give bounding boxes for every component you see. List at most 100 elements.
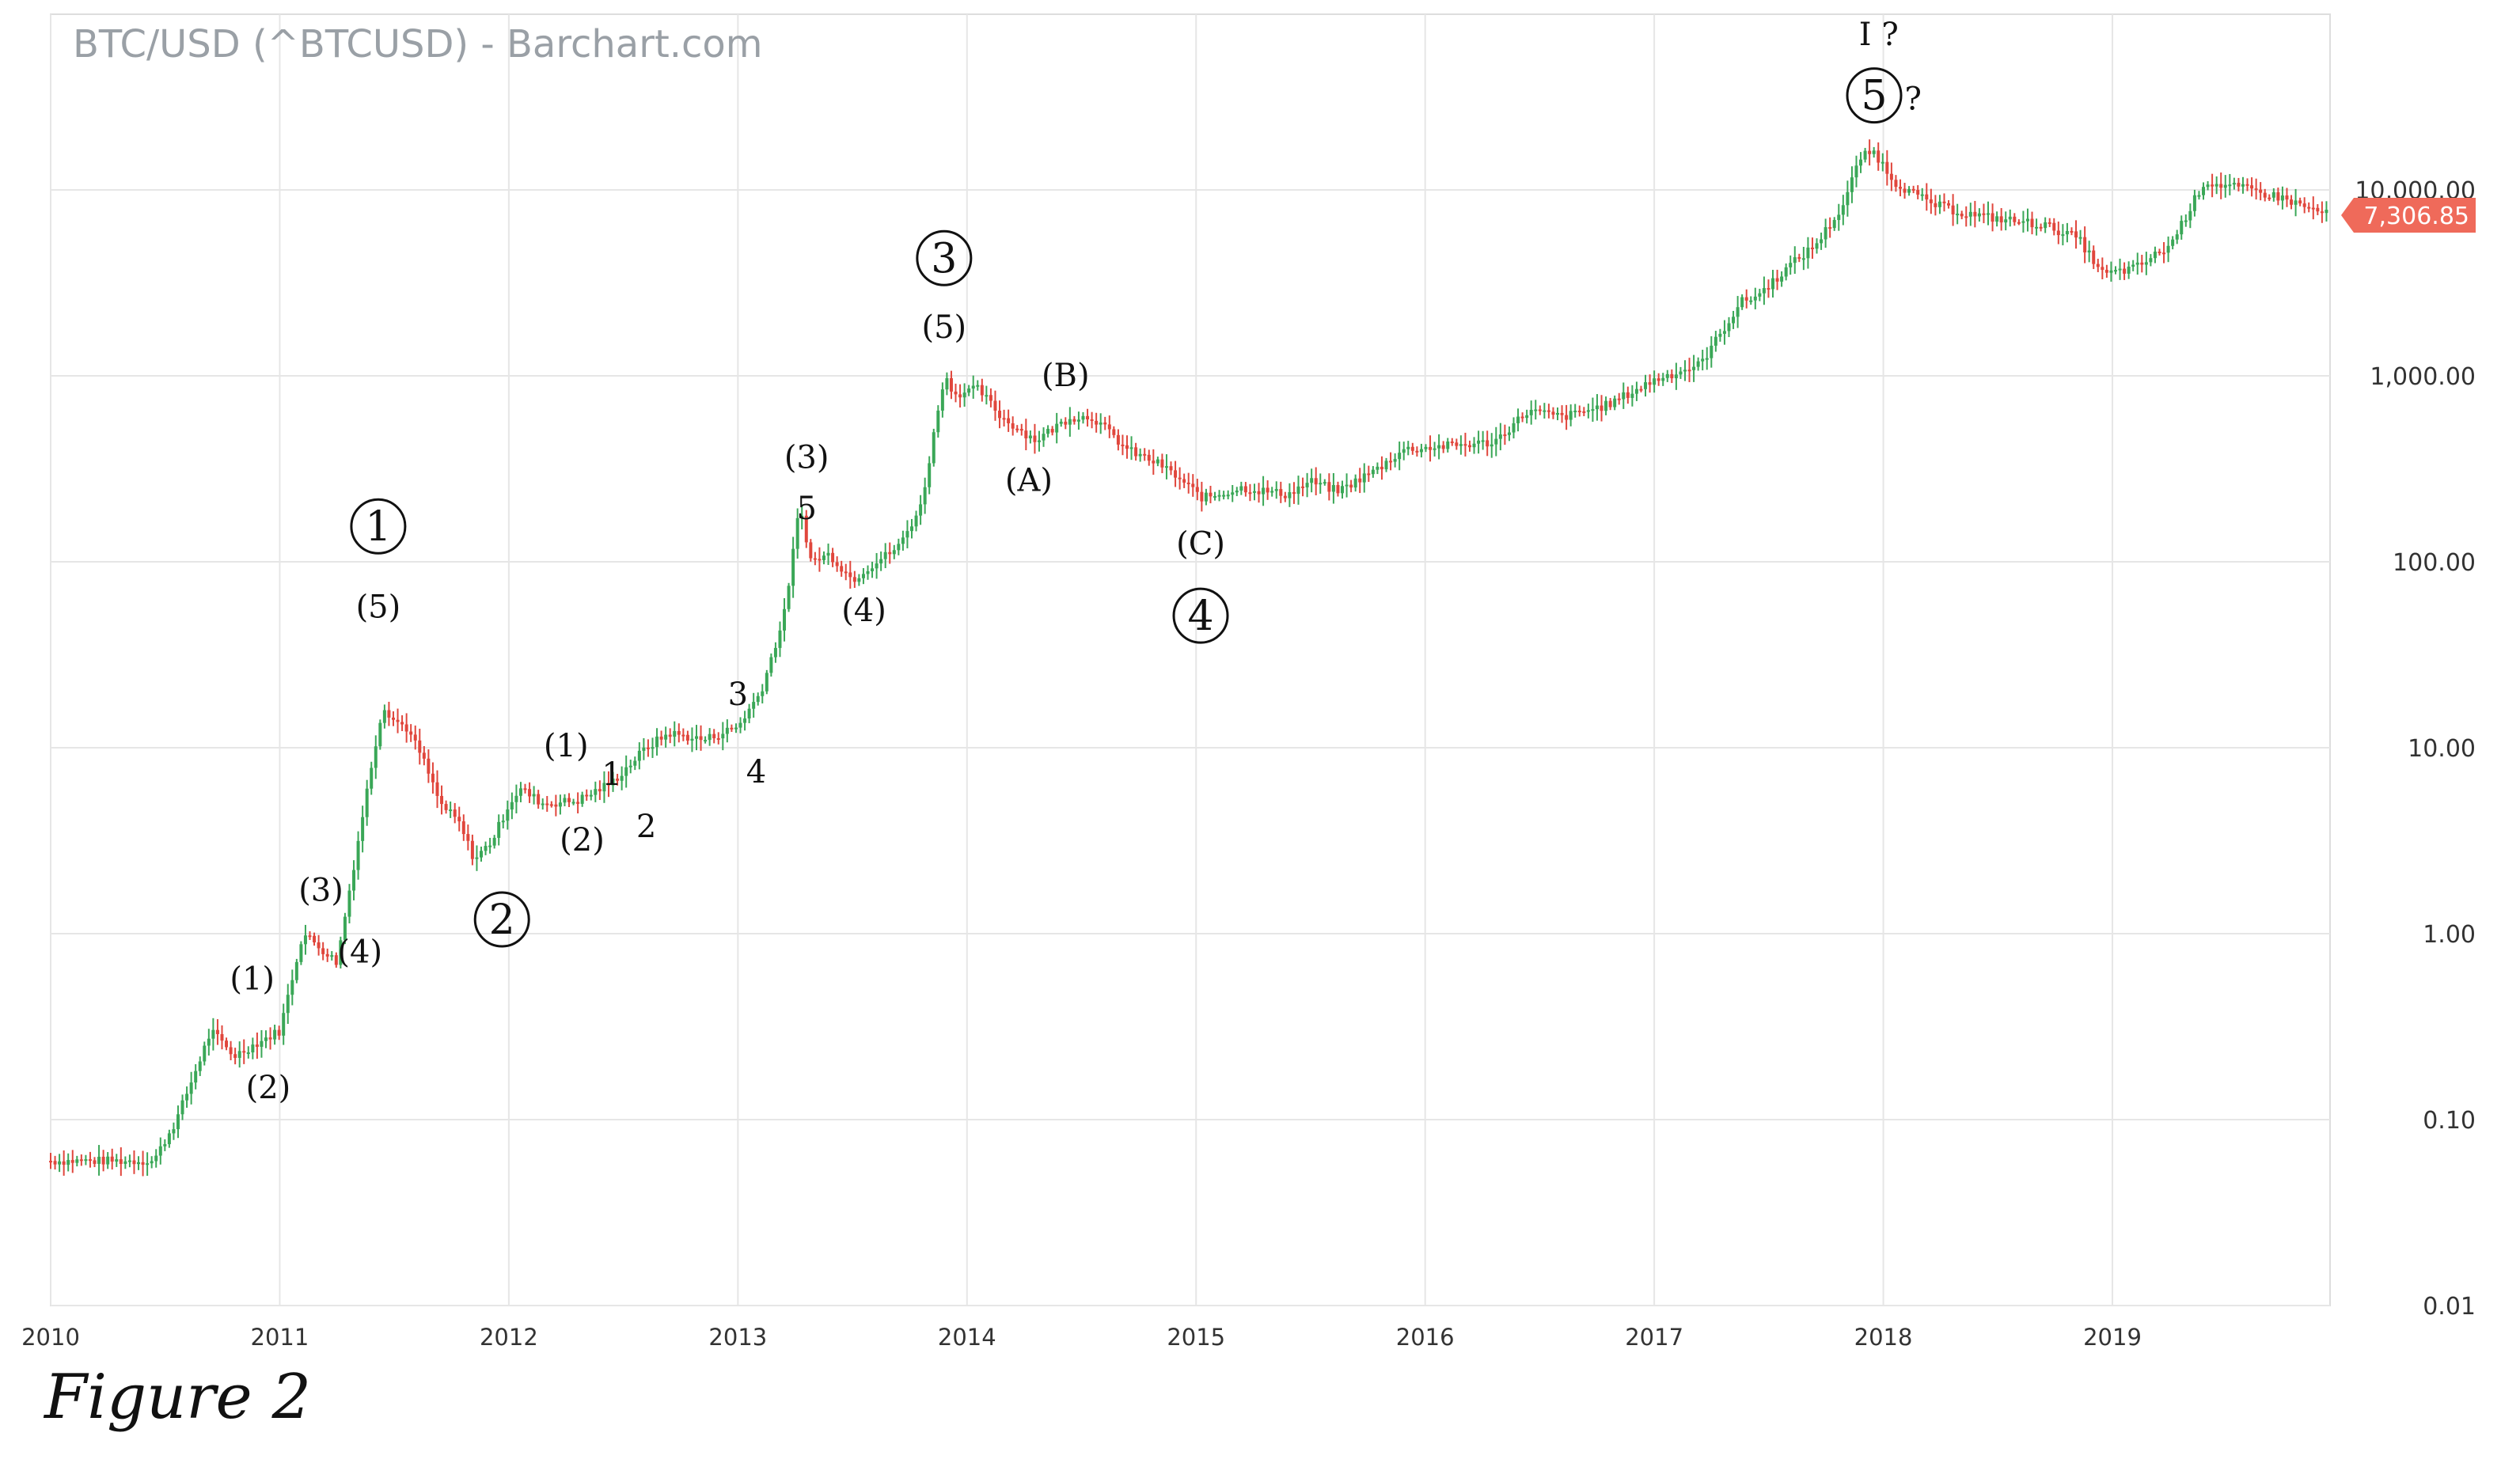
candle-body [1433,448,1436,450]
candle-body [1771,278,1775,290]
candle-body [127,1160,131,1162]
candle-body [598,789,602,792]
candle-body [646,747,650,749]
candle-body [1152,461,1156,464]
candle-body [998,411,1002,419]
candle-body [1305,483,1309,487]
candle-body [2118,268,2122,271]
x-tick-label: 2011 [251,1324,309,1351]
candle-body [747,708,751,718]
candle-body [1248,492,1252,495]
candle-body [347,890,351,917]
candle-body [88,1159,92,1162]
candle-body [2211,184,2214,187]
candle-body [888,551,892,555]
candle-body [910,526,914,532]
candle-body [404,724,408,732]
candle-body [1331,485,1335,492]
candle-body [2192,195,2196,211]
candle-body [146,1163,150,1165]
wave-label: (4) [337,934,382,970]
candle-body [321,948,325,954]
candle-body [1156,459,1159,464]
candle-body [290,980,294,995]
candle-body [277,1029,281,1036]
candle-body [1103,422,1107,425]
candle-body [1889,173,1893,180]
candle-body [1467,445,1471,448]
candle-body [993,400,997,411]
candle-body [2013,216,2017,222]
candle-body [2017,222,2021,224]
candle-body [1806,247,1810,259]
candle-body [1419,449,1423,453]
candle-body [282,1013,286,1036]
candle-body [2171,239,2175,246]
candle-body [1213,495,1217,498]
candle-body [1824,227,1827,240]
candle-body [1538,409,1542,411]
candle-body [857,578,861,582]
candle-body [1429,446,1433,450]
candle-body [1243,486,1247,493]
candle-body [106,1156,110,1165]
candle-body [2268,197,2271,199]
candle-body [765,673,769,692]
candle-body [1455,442,1459,446]
candle-body [84,1159,88,1162]
candle-body [1591,409,1595,411]
candle-body [1002,418,1006,420]
candle-body [936,410,940,433]
candle-body [673,730,677,737]
candle-body [1112,429,1116,435]
candle-body [444,804,448,810]
candle-body [1174,470,1178,478]
candle-body [1274,489,1278,491]
candle-body [914,515,918,527]
candle-body [225,1040,229,1048]
x-tick-label: 2018 [1854,1324,1913,1351]
candle-body [1341,486,1345,494]
candle-body [844,571,848,574]
wave-label: I ? [1859,17,1899,53]
candle-body [317,942,321,949]
candle-body [1107,424,1111,430]
wave-label: 4 [746,754,766,790]
candle-body [1463,444,1467,446]
price-badge-shape [2341,198,2476,233]
y-tick-label: 1,000.00 [2370,363,2476,391]
candle-body [642,747,646,751]
x-tick-label: 2015 [1167,1324,1225,1351]
wave-label: 3 [931,235,957,282]
candle-body [211,1029,215,1039]
candle-body [1059,421,1063,424]
candle-body [1828,227,1832,229]
candle-body [365,788,369,817]
candle-body [2197,195,2201,197]
candle-body [185,1093,189,1101]
candle-body [2052,222,2056,231]
candle-body [1494,438,1498,445]
candle-body [1740,297,1744,308]
candle-body [1437,445,1441,449]
candle-body [1600,405,1603,411]
candle-body [461,821,465,835]
candle-body [1634,388,1638,394]
candle-body [1033,435,1037,442]
candle-body [668,734,672,737]
candle-body [233,1054,237,1058]
candle-body [506,809,510,821]
candle-body [576,802,580,804]
candle-body [264,1037,268,1041]
candle-body [1125,445,1129,449]
candle-body [1086,415,1090,420]
candle-body [475,857,479,859]
candle-body [418,740,422,753]
candle-body [2039,226,2043,229]
candle-body [229,1047,233,1055]
candle-body [2135,262,2139,265]
candle-body [2131,264,2135,267]
candle-body [1683,370,1687,372]
candle-body [2061,234,2065,237]
